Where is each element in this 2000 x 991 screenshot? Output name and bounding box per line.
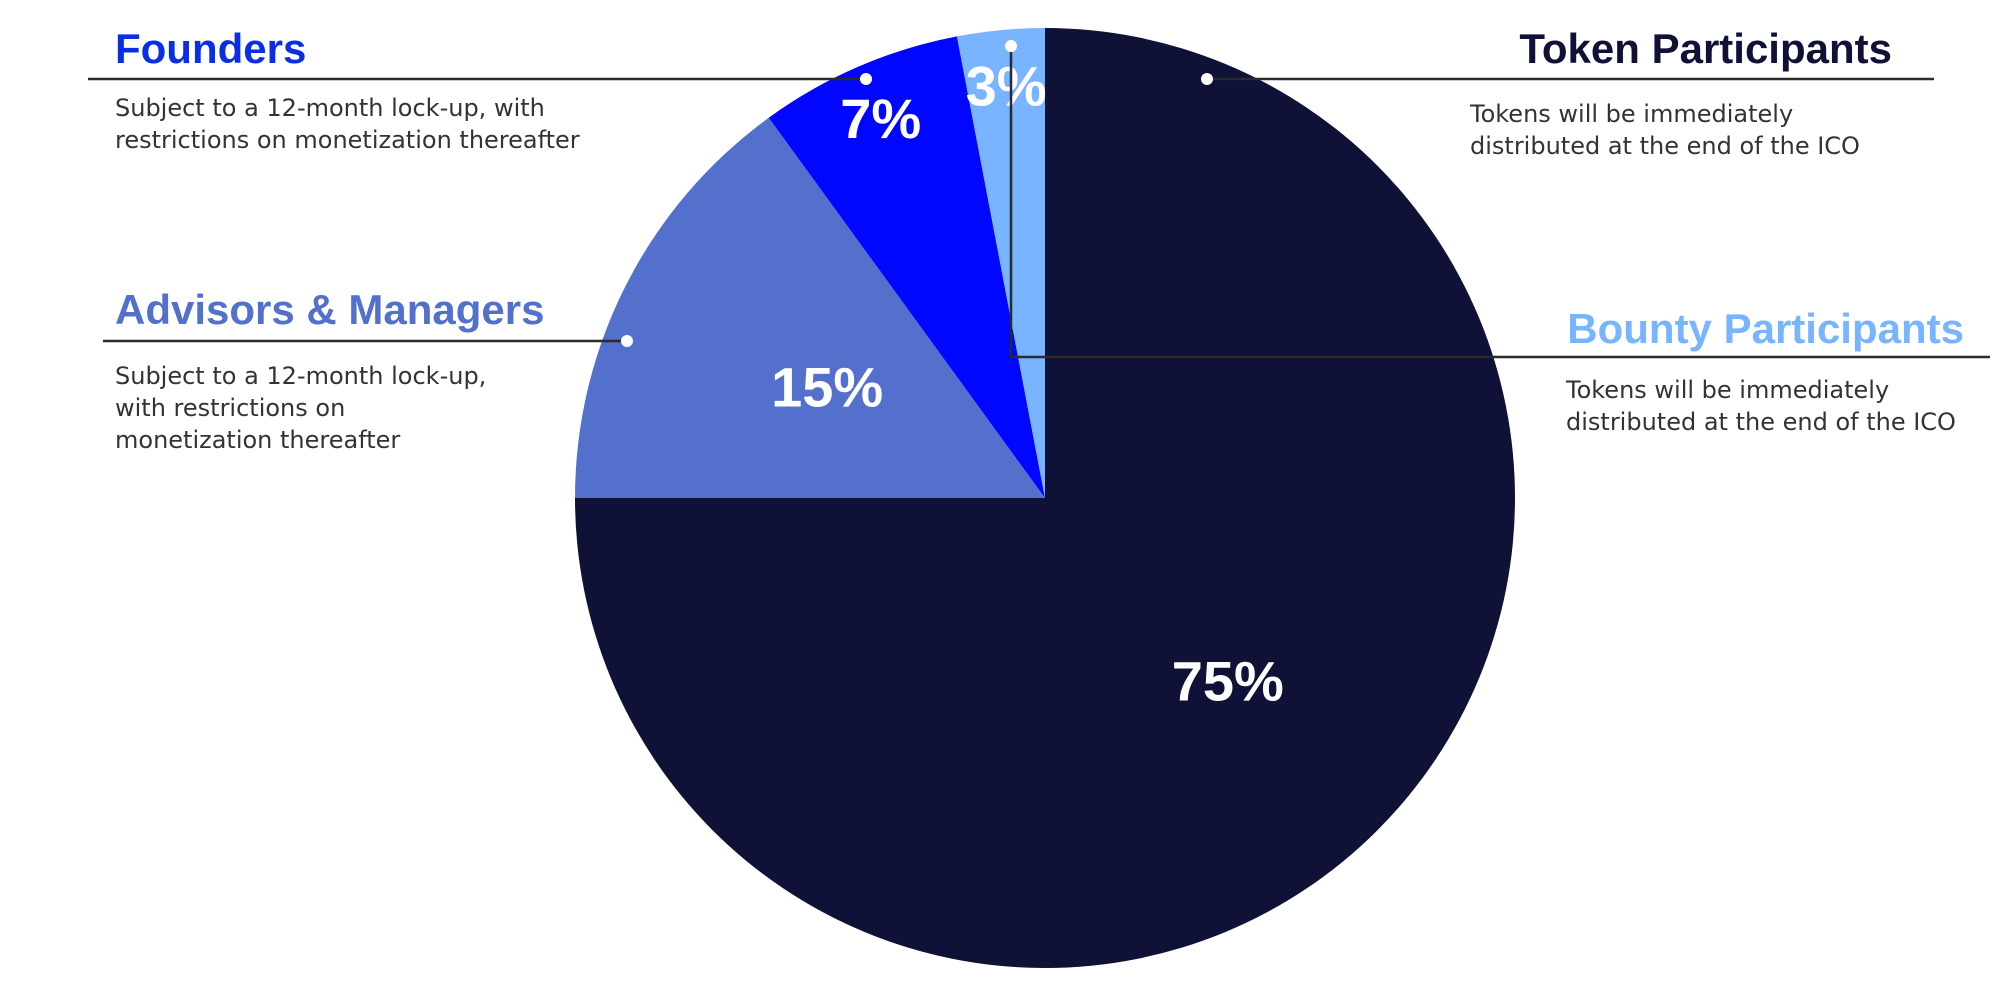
token-participants-leader-dot: [1201, 73, 1213, 85]
pie-slice-advisors-and-managers: [575, 117, 1045, 498]
pie-slices: [575, 27, 1515, 968]
bounty-participants-leader-dot: [1005, 40, 1017, 52]
pie-slice-bounty-participants: [956, 27, 1045, 498]
leader-dots: [621, 40, 1213, 347]
token-participants-title: Token Participants: [1519, 25, 1892, 72]
founders-description: Subject to a 12-month lock-up, with rest…: [115, 94, 580, 154]
bounty-participants-description: Tokens will be immediately distributed a…: [1566, 376, 1956, 436]
bounty-participants-title: Bounty Participants: [1567, 305, 1964, 352]
slice-label-token-participants: 75%: [1172, 649, 1284, 712]
slice-label-advisors-and-managers: 15%: [771, 356, 883, 419]
slice-percent-labels: 75% 15% 7% 3%: [771, 55, 1284, 713]
advisors-title: Advisors & Managers: [115, 286, 544, 333]
advisors-leader-dot: [621, 335, 633, 347]
slice-label-bounty-participants: 3%: [966, 55, 1047, 118]
founders-title: Founders: [115, 25, 306, 72]
slice-label-founders: 7%: [840, 87, 921, 150]
pie-slice-founders: [768, 36, 1045, 498]
advisors-description: Subject to a 12-month lock-up, with rest…: [115, 362, 487, 454]
leader-lines: [88, 46, 1990, 359]
token-participants-description: Tokens will be immediately distributed a…: [1470, 100, 1860, 160]
founders-leader-dot: [860, 73, 872, 85]
bounty-participants-leader-line: [1009, 46, 1990, 359]
